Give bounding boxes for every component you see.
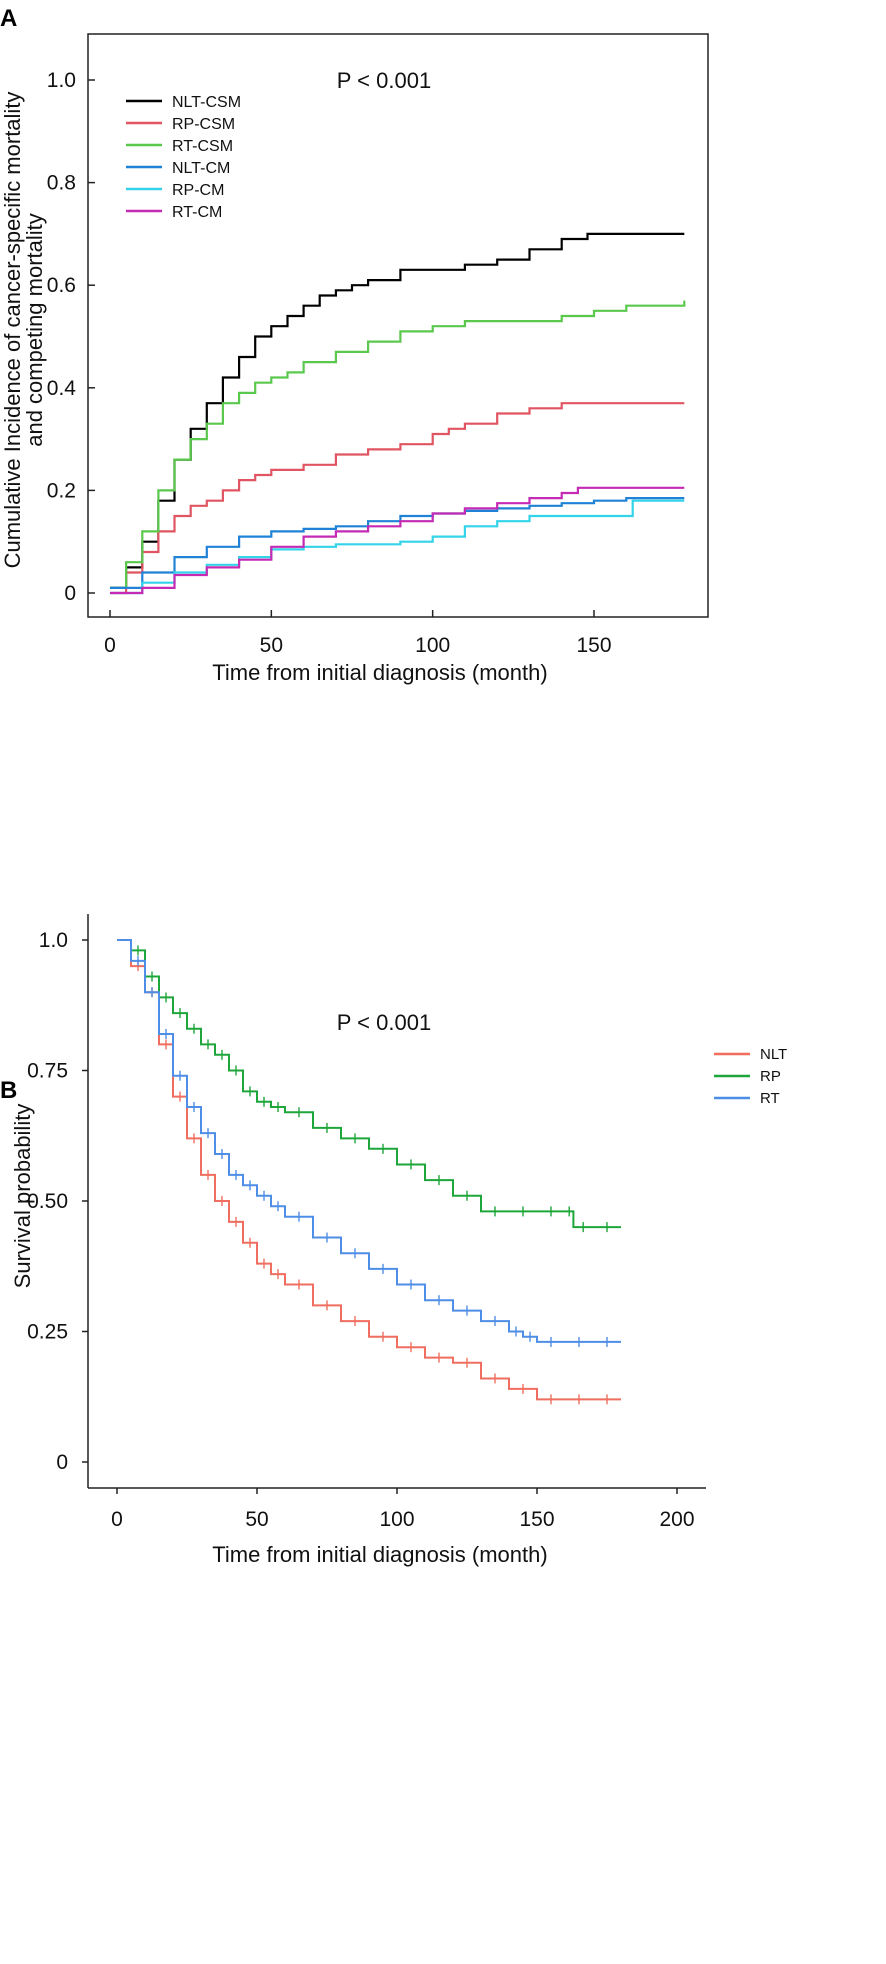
panel-a-x-tick-label: 0 — [104, 634, 116, 657]
panel-a-legend-label-nlt-csm: NLT-CSM — [172, 94, 241, 111]
panel-b-x-tick-label: 0 — [111, 1508, 123, 1531]
panel-a-y-tick-label: 0.2 — [47, 479, 76, 502]
panel-b-x-axis-label: Time from initial diagnosis (month) — [212, 1542, 547, 1567]
panel-b-y-tick-label: 1.0 — [39, 929, 68, 952]
panel-a-y-axis-label-line2: and competing mortality — [22, 213, 47, 447]
panel-b-chart: B 0 0.25 0.50 0.75 1.0 0 50 100 150 200 Time from … — [0, 914, 787, 1567]
panel-b-y-axis-label: Survival probability — [10, 1104, 35, 1289]
panel-a-legend-label-rp-csm: RP-CSM — [172, 116, 235, 133]
panel-b-legend-label-rt: RT — [760, 1090, 780, 1107]
panel-b-x-tick-label: 150 — [519, 1508, 554, 1531]
panel-a-chart: A 0 0.2 0.4 0.6 0.8 1.0 0 50 100 150 Time from ini… — [0, 5, 709, 685]
panel-a-p-value: P < 0.001 — [337, 68, 431, 93]
panel-b-legend-label-nlt: NLT — [760, 1046, 787, 1063]
panel-a-y-tick-label: 0.4 — [47, 377, 77, 400]
panel-b-y-tick-label: 0 — [56, 1451, 68, 1474]
panel-b-censor-marks-rp — [137, 945, 608, 1233]
panel-b-y-tick-label: 0.50 — [27, 1190, 68, 1213]
panel-b-p-value: P < 0.001 — [337, 1010, 431, 1035]
panel-a-x-tick-label: 150 — [576, 634, 611, 657]
panel-b-y-tick-label: 0.75 — [27, 1060, 68, 1083]
panel-a-series-nlt-cm — [110, 497, 685, 589]
panel-b-series-rp — [117, 939, 621, 1229]
panel-b-x-tick-label: 100 — [379, 1508, 414, 1531]
panel-a-legend-label-rt-cm: RT-CM — [172, 204, 222, 221]
panel-b-x-tick-label: 50 — [245, 1508, 268, 1531]
panel-a-legend-label-rt-csm: RT-CSM — [172, 138, 233, 155]
panel-b-series-rt — [117, 939, 621, 1343]
panel-a-x-tick-label: 100 — [415, 634, 450, 657]
panel-b-y-tick-label: 0.25 — [27, 1321, 68, 1344]
panel-a-y-tick-label: 0.6 — [47, 274, 76, 297]
panel-b-x-tick-label: 200 — [659, 1508, 694, 1531]
panel-a-y-axis-label-line1: Cumulative Incidence of cancer-specific … — [0, 92, 25, 569]
panel-a-series-rt-csm — [110, 300, 686, 589]
panel-b-legend-label-rp: RP — [760, 1068, 781, 1085]
panel-a-series-rp-csm — [110, 402, 685, 595]
panel-a-legend-label-nlt-cm: NLT-CM — [172, 160, 230, 177]
panel-a-series-rp-cm — [110, 499, 685, 595]
panel-b-letter: B — [0, 1077, 17, 1104]
panel-a-letter: A — [0, 5, 17, 32]
panel-a-y-tick-label: 0 — [64, 582, 76, 605]
panel-b-series-nlt — [117, 939, 621, 1401]
panel-a-series-rt-cm — [110, 486, 685, 595]
panel-a-x-tick-label: 50 — [260, 634, 283, 657]
panel-a-legend-label-rp-cm: RP-CM — [172, 182, 224, 199]
panel-b-censor-marks-rt — [137, 955, 608, 1347]
panel-a-series-nlt-csm — [110, 232, 685, 589]
panel-a-x-axis-label: Time from initial diagnosis (month) — [212, 660, 547, 685]
panel-a-y-tick-label: 1.0 — [47, 69, 76, 92]
panel-a-plot-frame — [87, 33, 709, 618]
panel-a-y-tick-label: 0.8 — [47, 172, 76, 195]
